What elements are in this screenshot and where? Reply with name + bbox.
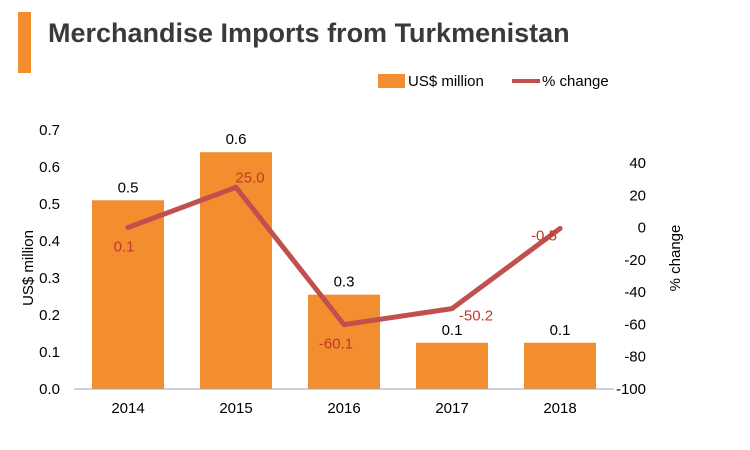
y-right-tick-label: 0	[638, 220, 646, 237]
pct-change-label: -50.2	[459, 308, 493, 325]
x-tick-label-2018: 2018	[543, 400, 576, 417]
pct-change-label: -0.5	[531, 227, 557, 244]
title-accent-bar	[18, 12, 31, 73]
y-left-tick-label: 0.1	[39, 344, 60, 361]
pct-change-label: -60.1	[319, 336, 353, 353]
bar-2017	[416, 342, 488, 389]
bar-2015	[200, 152, 272, 389]
bar-2016	[308, 294, 380, 389]
bar-2018	[524, 342, 596, 389]
legend-swatch-bar	[378, 74, 405, 88]
y-right-tick-label: -20	[624, 252, 646, 269]
x-tick-label-2017: 2017	[435, 400, 468, 417]
x-tick-label-2015: 2015	[219, 400, 252, 417]
bar-value-label: 0.6	[226, 131, 247, 148]
pct-change-point-2015	[233, 184, 239, 190]
x-tick-label-2014: 2014	[111, 400, 144, 417]
bar-value-label: 0.5	[118, 179, 139, 196]
bar-value-label: 0.1	[442, 322, 463, 339]
y-right-tick-label: -100	[616, 381, 646, 398]
pct-change-point-2018	[557, 225, 563, 231]
y-right-tick-label: -60	[624, 316, 646, 333]
bar-value-label: 0.1	[550, 322, 571, 339]
legend-label-bar: US$ million	[408, 73, 484, 90]
y-left-tick-label: 0.6	[39, 159, 60, 176]
bar-value-label: 0.3	[334, 274, 355, 291]
pct-change-label: 25.0	[235, 169, 264, 186]
page-title: Merchandise Imports from Turkmenistan	[48, 18, 570, 48]
y-left-tick-label: 0.0	[39, 381, 60, 398]
pct-change-point-2017	[449, 306, 455, 312]
y-left-axis-title: US$ million	[20, 230, 37, 306]
y-left-tick-label: 0.4	[39, 233, 60, 250]
y-left-tick-label: 0.2	[39, 307, 60, 324]
x-tick-label-2016: 2016	[327, 400, 360, 417]
y-left-tick-label: 0.7	[39, 122, 60, 139]
pct-change-label: 0.1	[114, 239, 135, 256]
bar-2014	[92, 200, 164, 389]
legend-label-line: % change	[542, 73, 609, 90]
pct-change-point-2014	[125, 225, 131, 231]
y-right-tick-label: 20	[629, 187, 646, 204]
y-right-tick-label: 40	[629, 155, 646, 172]
y-right-axis-title: % change	[667, 225, 684, 292]
y-left-tick-label: 0.3	[39, 270, 60, 287]
pct-change-point-2016	[341, 322, 347, 328]
y-right-tick-label: -80	[624, 349, 646, 366]
y-right-tick-label: -40	[624, 284, 646, 301]
y-left-tick-label: 0.5	[39, 196, 60, 213]
